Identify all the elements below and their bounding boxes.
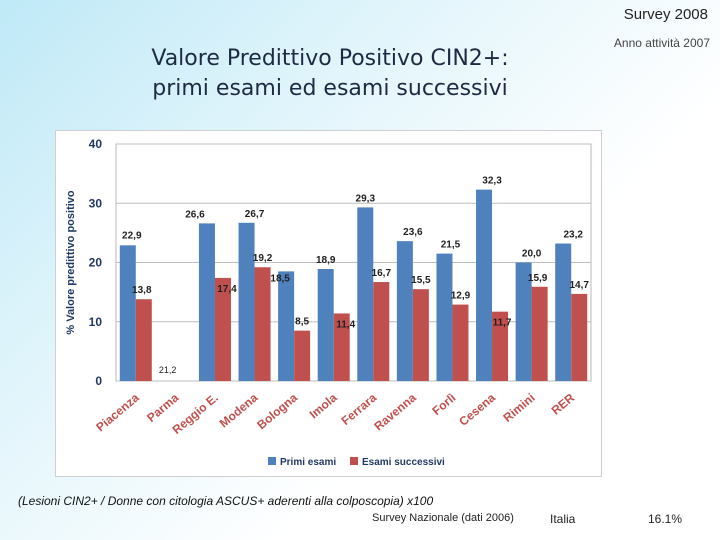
data-label: 32,3 — [482, 176, 502, 187]
legend-label: Esami successivi — [362, 457, 445, 468]
chart-panel: 0 10 20 30 40 % Valore predittivo positivo 22,… — [55, 130, 602, 477]
data-label: 22,9 — [122, 230, 142, 241]
data-label: 18,9 — [316, 255, 336, 266]
legend-label: Primi esami — [280, 457, 336, 468]
bar-successivi — [254, 267, 271, 381]
bar-successivi — [412, 289, 429, 381]
footer-italia-value: 16.1% — [648, 512, 683, 526]
bar-successivi — [452, 304, 469, 381]
bar-successivi — [571, 293, 588, 381]
title-line-1: Valore Predittivo Positivo CIN2+: — [151, 46, 509, 71]
footer-source: Survey Nazionale (dati 2006) — [372, 512, 514, 524]
x-tick-label: Imola — [307, 390, 340, 421]
data-label: 29,3 — [356, 193, 376, 204]
data-label: 15,9 — [528, 273, 548, 284]
bar-primi — [515, 262, 532, 381]
y-tick-label: 40 — [89, 137, 103, 151]
legend-swatch — [350, 457, 358, 465]
y-tick-label: 30 — [89, 196, 103, 210]
x-tick-label: Modena — [217, 390, 261, 430]
data-label: 13,8 — [132, 285, 152, 296]
y-tick-label: 0 — [95, 374, 102, 388]
bar-primi — [198, 223, 215, 381]
bar-primi — [357, 207, 374, 381]
x-tick-label: Bologna — [254, 390, 300, 432]
x-tick-label: Forlì — [429, 391, 458, 418]
data-label: 26,6 — [185, 209, 205, 220]
bar-successivi — [333, 313, 350, 381]
x-tick-label: Piacenza — [93, 390, 142, 434]
bar-successivi — [214, 277, 231, 381]
data-label: 21,5 — [441, 240, 461, 251]
footer-note: (Lesioni CIN2+ / Donne con citologia ASC… — [18, 494, 434, 508]
data-label: 20,0 — [522, 249, 542, 260]
bar-successivi — [373, 282, 390, 381]
data-label: 11,7 — [493, 318, 512, 329]
bar-chart: 0 10 20 30 40 % Valore predittivo positivo 22,… — [65, 137, 592, 468]
bar-primi — [119, 245, 136, 381]
data-label: 14,7 — [569, 280, 589, 291]
title-line-2: primi esami ed esami successivi — [152, 76, 508, 101]
footer-italia-label: Italia — [550, 512, 576, 526]
data-label: 18,5 — [270, 273, 290, 284]
bar-primi — [436, 253, 453, 381]
data-label: 19,2 — [253, 253, 273, 264]
y-tick-label: 10 — [89, 315, 103, 329]
bar-successivi — [135, 299, 152, 381]
x-tick-label: Ravenna — [371, 390, 419, 433]
x-tick-label: RER — [549, 390, 578, 417]
data-label: 23,6 — [403, 227, 423, 238]
bar-successivi — [492, 311, 509, 381]
survey-title: Survey 2008 — [623, 6, 708, 23]
data-label: 23,2 — [563, 230, 583, 241]
anno-label: Anno attività 2007 — [613, 36, 710, 50]
x-tick-label: Rimini — [500, 391, 537, 425]
bar-primi — [396, 241, 413, 381]
data-label: 8,5 — [295, 317, 309, 328]
data-label: 16,7 — [372, 268, 392, 279]
bar-primi — [555, 243, 572, 381]
y-tick-label: 20 — [89, 256, 103, 270]
y-axis-title: % Valore predittivo positivo — [65, 190, 77, 335]
bar-successivi — [294, 330, 311, 381]
bar-primi — [317, 269, 334, 381]
x-tick-label: Cesena — [456, 390, 498, 428]
annotation-label: 21,2 — [159, 365, 177, 375]
bar-primi — [476, 189, 493, 381]
page-title: Valore Predittivo Positivo CIN2+: primi … — [100, 44, 560, 104]
bar-primi — [278, 271, 295, 381]
data-label: 15,5 — [411, 275, 431, 286]
data-label: 12,9 — [451, 291, 471, 302]
data-label: 17,4 — [217, 284, 237, 295]
legend-swatch — [268, 457, 276, 465]
bar-primi — [238, 222, 255, 381]
data-label: 26,7 — [245, 209, 265, 220]
bar-successivi — [531, 286, 548, 381]
data-label: 11,4 — [336, 319, 355, 330]
